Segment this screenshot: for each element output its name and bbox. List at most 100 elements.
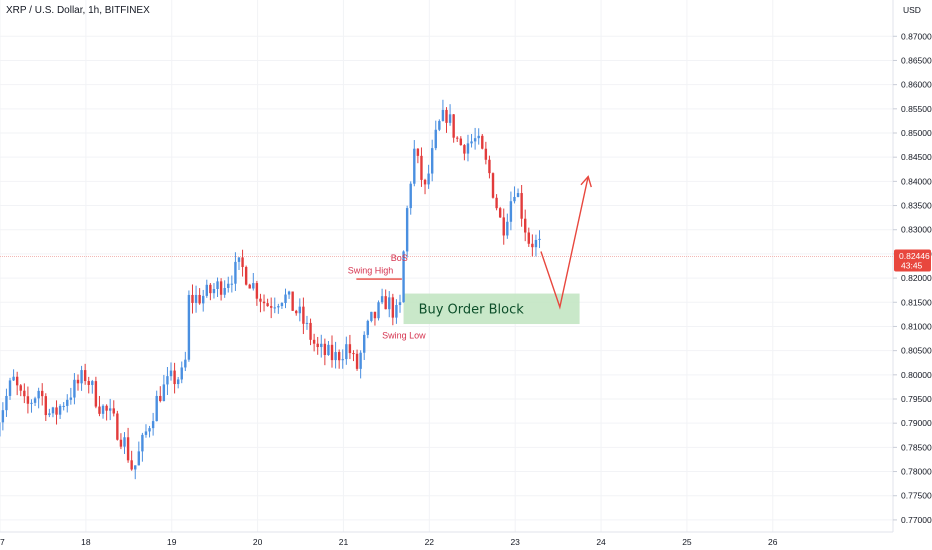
- candle-up: [513, 196, 516, 202]
- price-tick-label: 0.79000: [901, 418, 932, 428]
- price-tick-label: 0.82000: [901, 273, 932, 283]
- projection-arrow: [540, 175, 592, 310]
- candle-up: [108, 408, 112, 411]
- candle-up: [155, 395, 158, 422]
- candle-up: [223, 287, 226, 295]
- price-tick-label: 0.84500: [901, 152, 932, 162]
- last-price-countdown: 43:45: [901, 261, 923, 271]
- price-tick-label: 0.84000: [901, 176, 932, 186]
- candle-down: [423, 179, 427, 185]
- time-tick-label: 18: [81, 537, 91, 547]
- candle-up: [101, 405, 105, 414]
- candle-up: [123, 437, 126, 447]
- candle-up: [73, 379, 76, 398]
- price-tick-label: 0.80500: [901, 346, 932, 356]
- candle-up: [341, 359, 344, 361]
- candle-down: [502, 217, 505, 236]
- candle-up: [413, 148, 416, 184]
- candle-up: [91, 381, 94, 385]
- candle-up: [30, 402, 33, 404]
- candle-up: [58, 405, 62, 415]
- candle-up: [252, 283, 255, 289]
- candle-down: [481, 135, 484, 149]
- candle-up: [398, 302, 402, 305]
- candle-down: [219, 281, 223, 295]
- candle-up: [287, 291, 291, 295]
- annotation-label: Swing High: [348, 265, 394, 275]
- time-tick-label: 23: [510, 537, 520, 547]
- candle-down: [348, 344, 352, 354]
- candle-down: [323, 343, 327, 356]
- candle-up: [434, 129, 437, 149]
- candle-up: [144, 431, 148, 435]
- candle-up: [327, 344, 330, 356]
- price-tick-label: 0.86000: [901, 80, 932, 90]
- price-tick-label: 0.85000: [901, 128, 932, 138]
- candle-down: [391, 297, 395, 318]
- price-tick-label: 0.77000: [901, 515, 932, 525]
- candle-down: [445, 109, 448, 123]
- candle-down: [112, 408, 115, 414]
- candle-down: [119, 439, 123, 447]
- candle-down: [312, 339, 316, 344]
- candle-up: [202, 295, 205, 304]
- candle-up: [380, 296, 384, 303]
- candle-down: [352, 353, 355, 355]
- candle-down: [94, 381, 98, 407]
- last-price-tag-bg: [894, 249, 931, 272]
- time-tick-label: 24: [596, 537, 606, 547]
- candle-down: [262, 301, 266, 304]
- candle-down: [355, 353, 359, 369]
- candle-up: [162, 384, 166, 402]
- annotation-label: BoS: [391, 253, 408, 263]
- candle-up: [359, 352, 362, 369]
- time-axis: 17 18 19 20 21 22 23 24 25 26: [0, 537, 778, 547]
- candle-up: [345, 344, 348, 360]
- candle-down: [159, 395, 162, 402]
- candle-up: [388, 297, 391, 310]
- candle-up: [538, 238, 541, 240]
- candle-up: [227, 283, 230, 288]
- candle-down: [309, 322, 312, 340]
- candle-up: [334, 352, 337, 361]
- candle-down: [488, 159, 491, 174]
- candle-up: [363, 334, 366, 353]
- candle-up: [466, 143, 470, 154]
- candle-down: [15, 376, 19, 386]
- candle-down: [244, 267, 248, 285]
- candle-down: [255, 283, 259, 299]
- candle-down: [87, 381, 90, 385]
- candle-down: [209, 284, 212, 294]
- price-tick-label: 0.81000: [901, 321, 932, 331]
- candle-up: [216, 281, 219, 290]
- candle-down: [198, 294, 201, 304]
- candle-up: [370, 311, 373, 321]
- candle-down: [316, 343, 319, 348]
- annotations: BoS Swing High Swing Low: [348, 253, 426, 340]
- candle-up: [5, 395, 8, 411]
- candle-down: [269, 306, 273, 308]
- price-tick-label: 0.85500: [901, 104, 932, 114]
- candle-down: [130, 460, 133, 470]
- candle-up: [151, 421, 155, 429]
- candle-down: [463, 145, 466, 154]
- candle-up: [405, 208, 409, 252]
- candle-down: [384, 296, 387, 310]
- candle-down: [126, 437, 130, 461]
- candle-up: [237, 257, 241, 262]
- candle-up: [427, 173, 430, 185]
- last-price-value: 0.82446: [899, 251, 930, 261]
- candle-up: [470, 141, 473, 144]
- candle-down: [44, 396, 47, 416]
- candle-down: [456, 137, 459, 139]
- candle-up: [80, 370, 83, 384]
- price-tick-label: 0.81500: [901, 297, 932, 307]
- candle-down: [295, 310, 298, 314]
- candle-up: [284, 294, 287, 303]
- candle-up: [187, 294, 191, 360]
- candle-up: [473, 138, 477, 142]
- candle-down: [55, 407, 58, 415]
- candle-down: [19, 385, 22, 391]
- candle-up: [176, 379, 180, 385]
